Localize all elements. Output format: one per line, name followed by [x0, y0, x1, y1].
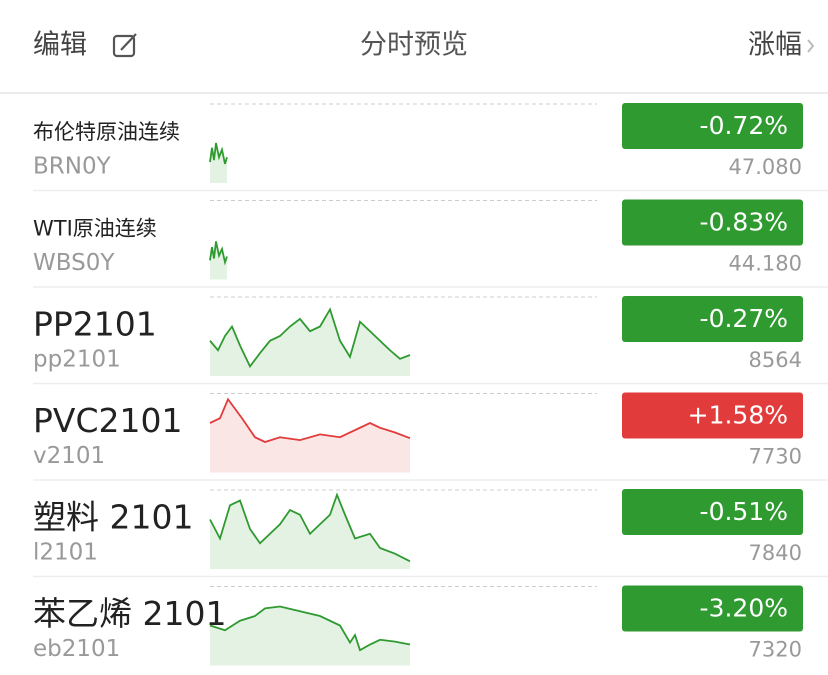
- instrument-name: 苯乙烯 2101: [33, 594, 226, 633]
- instrument-name: 塑料 2101: [33, 498, 193, 537]
- change-value: -0.51%: [700, 497, 788, 526]
- quote-row[interactable]: 布伦特原油连续 BRN0Y -0.72% 47.080: [33, 103, 828, 192]
- quote-row[interactable]: 苯乙烯 2101 eb2101 -3.20% 7320: [33, 585, 803, 666]
- change-badge: [622, 489, 803, 535]
- sparkline-area: [210, 309, 410, 376]
- change-value: -3.20%: [700, 594, 788, 623]
- last-price: 8564: [749, 348, 802, 372]
- edit-icon[interactable]: [112, 33, 137, 58]
- instrument-name: WTI原油连续: [33, 217, 157, 241]
- instrument-code: BRN0Y: [33, 154, 112, 180]
- instrument-code: WBS0Y: [33, 250, 115, 276]
- change-value: -0.27%: [700, 304, 788, 333]
- sparkline: [209, 397, 411, 443]
- sparkline: [209, 241, 228, 266]
- last-price: 7730: [749, 445, 802, 469]
- quote-row[interactable]: WTI原油连续 WBS0Y -0.83% 44.180: [33, 199, 828, 288]
- sparkline-area: [210, 494, 410, 569]
- last-price: 47.080: [729, 155, 802, 179]
- edit-label[interactable]: 编辑: [33, 30, 87, 61]
- instrument-code: v2101: [33, 443, 105, 469]
- change-badge: [622, 199, 803, 246]
- quote-row[interactable]: 塑料 2101 l2101 -0.51% 7840: [33, 489, 828, 578]
- sort-arrow: [807, 39, 815, 53]
- change-badge: [622, 103, 803, 149]
- change-badge: [622, 585, 803, 632]
- quote-row[interactable]: PP2101 pp2101 -0.27% 8564: [33, 296, 828, 385]
- change-badge: [622, 296, 803, 342]
- instrument-name: PVC2101: [33, 401, 183, 440]
- preview-title: 分时预览: [360, 30, 468, 61]
- sparkline-area: [210, 241, 227, 280]
- change-badge: [622, 392, 803, 439]
- sparkline: [209, 307, 411, 369]
- change-value: -0.72%: [700, 111, 788, 140]
- sparkline: [209, 142, 228, 165]
- last-price: 44.180: [729, 252, 802, 276]
- instrument-name: 布伦特原油连续: [33, 120, 180, 144]
- sort-label[interactable]: 涨幅: [748, 30, 802, 61]
- sparkline-area: [210, 399, 410, 473]
- change-value: -0.83%: [700, 208, 788, 237]
- sparkline: [209, 492, 411, 563]
- instrument-code: pp2101: [33, 347, 121, 373]
- change-value: +1.58%: [688, 401, 788, 430]
- last-price: 7840: [749, 541, 802, 565]
- last-price: 7320: [749, 638, 802, 662]
- instrument-code: eb2101: [33, 636, 120, 662]
- quote-row[interactable]: PVC2101 v2101 +1.58% 7730: [33, 392, 828, 481]
- instrument-code: l2101: [33, 540, 98, 566]
- sparkline-area: [210, 143, 227, 183]
- sparkline: [209, 605, 411, 652]
- instrument-name: PP2101: [33, 305, 157, 344]
